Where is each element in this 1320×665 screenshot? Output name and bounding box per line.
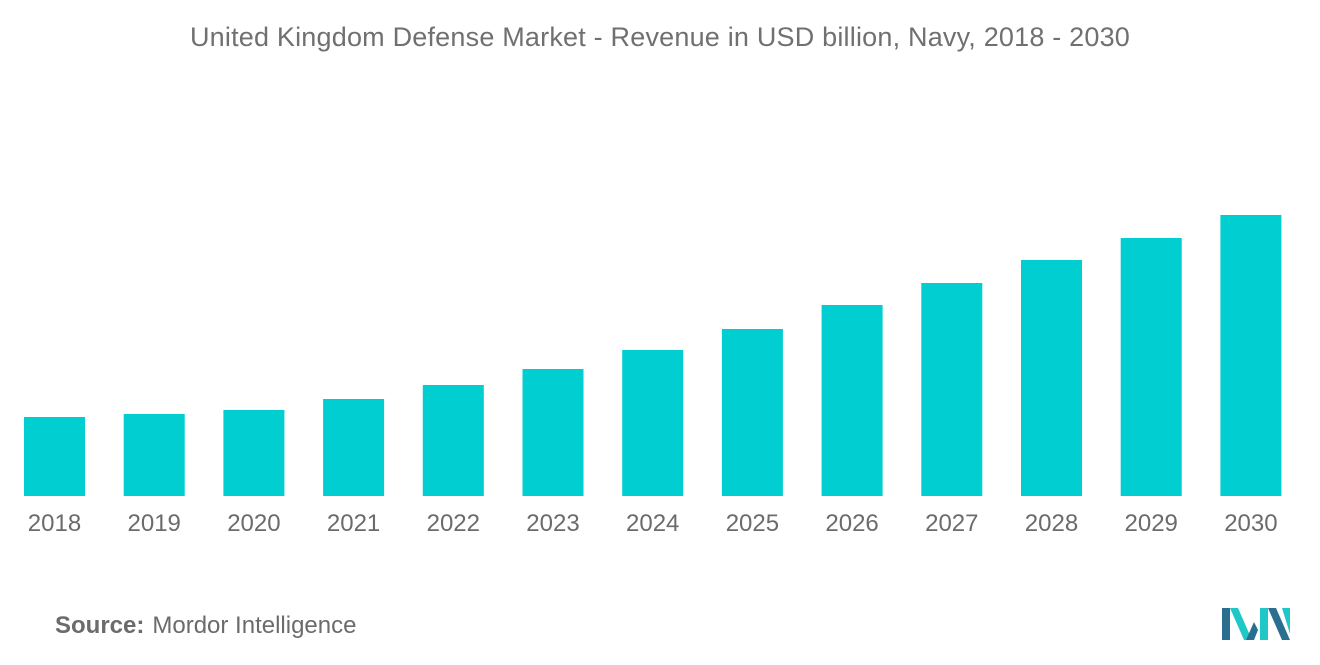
x-tick-label: 2020: [227, 510, 280, 537]
bar-2022: [422, 385, 484, 496]
bar-2020: [223, 410, 285, 496]
x-tick-label: 2030: [1224, 510, 1277, 537]
bar-2029: [1120, 238, 1182, 496]
chart-title: United Kingdom Defense Market - Revenue …: [189, 22, 1131, 52]
source-note: Source: Mordor Intelligence: [55, 612, 356, 640]
source-label: Source:: [55, 612, 145, 639]
x-tick-label: 2019: [128, 510, 181, 537]
x-tick-label: 2025: [726, 510, 779, 537]
x-tick-label: 2028: [1025, 510, 1078, 537]
bar-series: [24, 215, 1282, 496]
x-tick-label: 2021: [327, 510, 380, 537]
mordor-intelligence-logo-icon: [1222, 608, 1290, 640]
x-tick-label: 2024: [626, 510, 679, 537]
bar-2023: [522, 369, 584, 496]
x-tick-label: 2027: [925, 510, 978, 537]
x-tick-label: 2023: [526, 510, 579, 537]
bar-2025: [721, 329, 783, 496]
source-value: Mordor Intelligence: [152, 612, 357, 639]
bar-2028: [1021, 260, 1082, 496]
x-tick-label: 2022: [427, 510, 480, 537]
x-axis-tick-labels: 2018 2019 2020 2021 2022 2023 2024 2025 2026 2027…: [28, 510, 1278, 537]
bar-2026: [821, 305, 883, 496]
bar-2021: [323, 399, 385, 496]
x-tick-label: 2026: [825, 510, 878, 537]
bar-2019: [123, 414, 185, 496]
x-tick-label: 2018: [28, 510, 81, 537]
bar-2018: [24, 417, 85, 496]
bar-2030: [1220, 215, 1282, 496]
bar-2024: [622, 350, 684, 496]
x-tick-label: 2029: [1125, 510, 1178, 537]
bar-2027: [921, 283, 983, 496]
